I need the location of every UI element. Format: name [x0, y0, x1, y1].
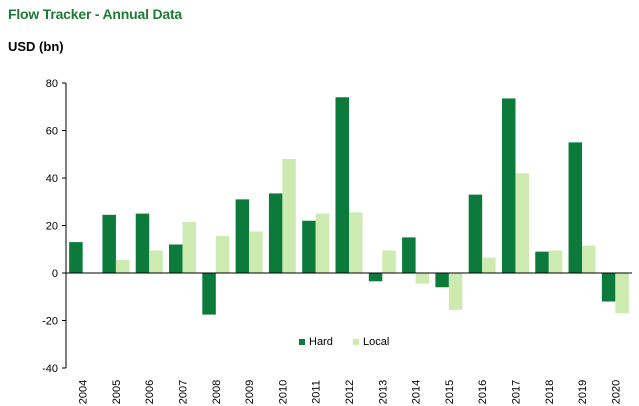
bar-hard-2019	[568, 142, 583, 273]
y-tick-label: 0	[52, 268, 58, 280]
y-tick-label: -40	[42, 363, 58, 375]
bar-hard-2007	[169, 244, 183, 273]
bar-local-2017	[515, 173, 529, 273]
x-tick-label: 2012	[344, 380, 356, 404]
bar-local-2015	[448, 273, 463, 310]
x-tick-label: 2010	[277, 380, 289, 404]
legend-label-hard: Hard	[309, 336, 333, 348]
x-tick-label: 2018	[544, 380, 556, 404]
y-tick-label: 20	[46, 221, 58, 233]
bar-hard-2004	[69, 242, 83, 273]
bar-local-2011	[315, 213, 330, 273]
bar-hard-2016	[468, 194, 483, 273]
bar-hard-2018	[535, 251, 549, 273]
bar-local-2014	[415, 273, 430, 284]
y-axis-label: USD (bn)	[8, 39, 64, 54]
bar-local-2018	[548, 250, 563, 273]
bar-local-2010	[282, 159, 296, 273]
y-tick-label: 80	[46, 78, 58, 90]
bar-local-2012	[349, 212, 363, 273]
bar-local-2005	[115, 259, 130, 273]
bar-hard-2008	[202, 273, 216, 315]
x-tick-label: 2007	[178, 380, 190, 404]
x-tick-label: 2008	[211, 380, 223, 404]
bar-hard-2005	[102, 214, 116, 273]
bar-hard-2010	[268, 193, 283, 273]
bar-hard-2013	[368, 273, 383, 282]
x-tick-label: 2016	[477, 380, 489, 404]
bar-local-2016	[482, 257, 496, 273]
y-tick-label: 40	[46, 173, 58, 185]
bar-hard-2020	[601, 273, 616, 302]
bar-hard-2017	[501, 98, 516, 273]
bar-hard-2009	[235, 199, 250, 273]
x-tick-label: 2006	[144, 380, 156, 404]
y-tick-label: 60	[46, 126, 58, 138]
chart-title: Flow Tracker - Annual Data	[8, 6, 182, 22]
x-tick-label: 2011	[311, 380, 323, 404]
x-tick-label: 2020	[610, 380, 622, 404]
bar-hard-2014	[402, 237, 416, 273]
bar-local-2019	[582, 245, 596, 273]
bar-hard-2011	[302, 220, 316, 273]
bar-hard-2012	[335, 97, 349, 273]
bar-hard-2006	[135, 213, 150, 273]
x-tick-label: 2005	[111, 380, 123, 404]
bar-local-2013	[382, 250, 396, 273]
bar-hard-2015	[435, 273, 449, 288]
x-tick-label: 2019	[577, 380, 589, 404]
bar-local-2008	[215, 236, 230, 273]
x-tick-label: 2009	[244, 380, 256, 404]
y-tick-label: -20	[42, 316, 58, 328]
bar-local-2007	[182, 221, 197, 273]
legend-label-local: Local	[363, 336, 389, 348]
x-tick-label: 2014	[411, 380, 423, 404]
bar-local-2006	[149, 250, 163, 273]
x-tick-label: 2004	[78, 380, 90, 404]
x-tick-label: 2013	[377, 380, 389, 404]
bar-local-2009	[249, 231, 263, 273]
x-tick-label: 2017	[510, 380, 522, 404]
x-tick-label: 2015	[444, 380, 456, 404]
bar-local-2020	[615, 273, 629, 314]
legend-swatch-local	[353, 339, 359, 345]
legend-swatch-hard	[299, 339, 305, 345]
